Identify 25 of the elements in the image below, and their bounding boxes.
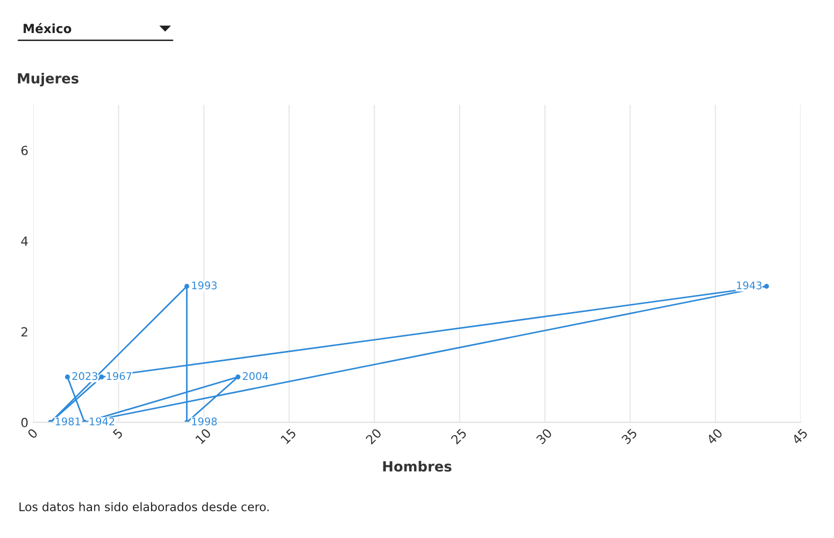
y-tick-label: 6	[21, 146, 28, 156]
annotation: 2023	[72, 372, 98, 380]
x-tick-label: 5	[112, 428, 124, 439]
annotation: 1943	[737, 281, 762, 290]
annotation: 1993	[192, 281, 217, 290]
x-tick-label: 25	[450, 428, 468, 445]
x-tick-label: 45	[791, 428, 808, 445]
y-tick-label: 2	[21, 327, 28, 336]
x-tick-label: 40	[706, 428, 723, 445]
annotation: 1981	[56, 417, 80, 426]
x-tick-label: 35	[621, 428, 638, 445]
x-tick-label: 15	[280, 428, 297, 444]
annotation: 2004	[242, 372, 268, 380]
y-tick-label: 4	[21, 236, 28, 246]
y-axis-title: Mujeres	[18, 72, 78, 86]
annotation: 1998	[192, 417, 217, 426]
chart-title: México	[24, 23, 72, 34]
x-tick-label: 10	[195, 428, 212, 444]
x-axis-title: Hombres	[383, 460, 452, 472]
y-tick-label: 0	[21, 418, 28, 428]
x-tick-label: 30	[536, 428, 552, 445]
annotation: 1942	[90, 417, 114, 426]
text: Los datos han sido elaborados desde cero.	[20, 502, 269, 512]
x-tick-label: 20	[365, 428, 382, 445]
annotation: 1967	[106, 372, 132, 380]
